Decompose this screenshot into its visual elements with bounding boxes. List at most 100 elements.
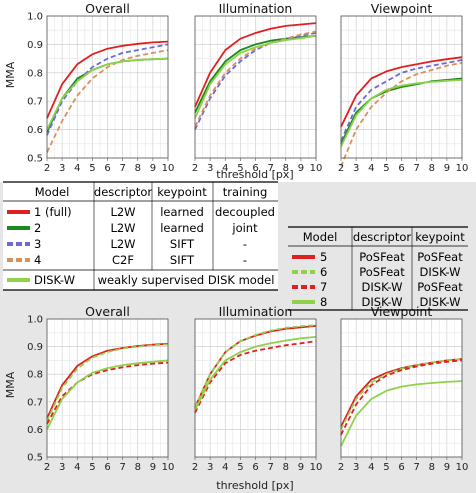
y-tick-label: 0.9 [27,342,43,353]
x-tick-label: 2 [192,163,198,174]
y-tick-label: 0.6 [27,425,43,436]
y-tick-label: 1.0 [27,12,43,23]
x-tick-label: 5 [89,462,95,473]
series-line [194,35,317,113]
table-cell-descriptor: L2W [110,221,135,235]
series-line [194,22,317,108]
x-tick-label: 7 [413,163,419,174]
x-tick-label: 6 [104,163,110,174]
series-line [194,324,317,408]
table-cell-descriptor: C2F [112,253,134,267]
x-tick-label: 9 [298,462,304,473]
x-tick-label: 9 [150,462,156,473]
series-line [340,62,463,167]
y-tick-label: 0.6 [27,125,43,136]
top-x-axis-label: threshold [px] [216,168,293,181]
x-tick-label: 2 [44,462,50,473]
series-line [194,30,317,128]
series-line [46,359,169,430]
x-tick-label: 10 [310,163,323,174]
left-table-background [3,182,278,290]
bottom-y-axis-label: MMA [4,371,17,398]
y-tick-label: 0.8 [27,370,43,381]
x-tick-label: 8 [429,163,435,174]
x-tick-label: 3 [353,163,359,174]
x-tick-label: 7 [119,462,125,473]
x-tick-label: 7 [267,462,273,473]
x-tick-label: 4 [222,163,228,174]
x-tick-label: 3 [59,163,65,174]
table-header-model: Model [303,230,338,244]
chart-title: Overall [85,304,130,319]
table-cell-keypoint: DISK-W [420,295,461,309]
y-tick-label: 0.7 [27,397,43,408]
table-cell-keypoint: PoSFeat [417,250,463,264]
series-line [340,79,463,147]
right-legend-table: Model descriptor keypoint 5 PoSFeat PoSF… [288,226,468,311]
line-chart: 2 3 4 5 6 7 8 9 10 Illumination [192,304,323,473]
x-tick-label: 4 [368,462,374,473]
line-chart: 2 3 4 5 6 7 8 9 10 0.5 0.6 0.7 0.8 0.9 1.0 Overall [27,1,174,174]
x-tick-label: 9 [150,163,156,174]
series-line [46,49,169,153]
table-cell-model: 3 [34,237,41,251]
x-tick-label: 4 [222,462,228,473]
table-cell-training: - [243,253,247,267]
table-header-keypoint: keypoint [157,185,207,199]
x-tick-label: 7 [119,163,125,174]
x-tick-label: 6 [398,462,404,473]
y-tick-label: 0.7 [27,97,43,108]
table-header-training: training [223,185,268,199]
x-tick-label: 6 [398,163,404,174]
x-tick-label: 5 [89,163,95,174]
x-tick-label: 6 [252,163,258,174]
x-tick-label: 4 [74,462,80,473]
series-line [46,40,169,119]
table-cell-model: 8 [320,295,327,309]
series-line [340,359,463,436]
table-cell-descriptor: DISK-W [362,280,403,294]
x-tick-label: 5 [237,462,243,473]
series-line [194,336,317,411]
chart-title: Overall [85,1,130,16]
x-tick-label: 10 [162,462,175,473]
x-tick-label: 7 [267,163,273,174]
x-tick-label: 8 [135,163,141,174]
table-cell-keypoint: PoSFeat [417,280,463,294]
x-tick-label: 2 [44,163,50,174]
table-cell-descriptor: PoSFeat [359,250,405,264]
table-cell-description: weakly supervised DISK model [98,273,275,287]
series-line [340,380,463,447]
line-chart: 2 3 4 5 6 7 8 9 10 Illumination [192,1,323,174]
table-cell-keypoint: learned [160,205,204,219]
series-line [340,358,463,430]
chart-title: Viewpoint [371,304,433,319]
table-cell-training: decoupled [215,205,275,219]
table-cell-model: DISK-W [34,273,75,287]
x-tick-label: 8 [283,163,289,174]
line-chart: 2 3 4 5 6 7 8 9 10 0.5 0.6 0.7 0.8 0.9 1.0 Overall [27,304,174,473]
table-header-descriptor: descriptor [353,230,411,244]
table-cell-model: 7 [320,280,327,294]
series-line [46,43,169,136]
bottom-x-axis-label: threshold [px] [216,479,293,492]
x-tick-label: 10 [456,163,469,174]
table-cell-keypoint: learned [160,221,204,235]
x-tick-label: 5 [383,163,389,174]
table-header-keypoint: keypoint [415,230,465,244]
series-line [194,340,317,414]
x-tick-label: 9 [444,163,450,174]
x-tick-label: 4 [74,163,80,174]
table-cell-descriptor: DISK-W [362,295,403,309]
table-header-descriptor: descriptor [94,185,152,199]
top-y-axis-label: MMA [4,61,17,88]
series-line [340,59,463,142]
x-tick-label: 7 [413,462,419,473]
series-line [194,35,317,119]
series-line [46,57,169,130]
x-tick-label: 3 [207,163,213,174]
x-tick-label: 2 [338,163,344,174]
